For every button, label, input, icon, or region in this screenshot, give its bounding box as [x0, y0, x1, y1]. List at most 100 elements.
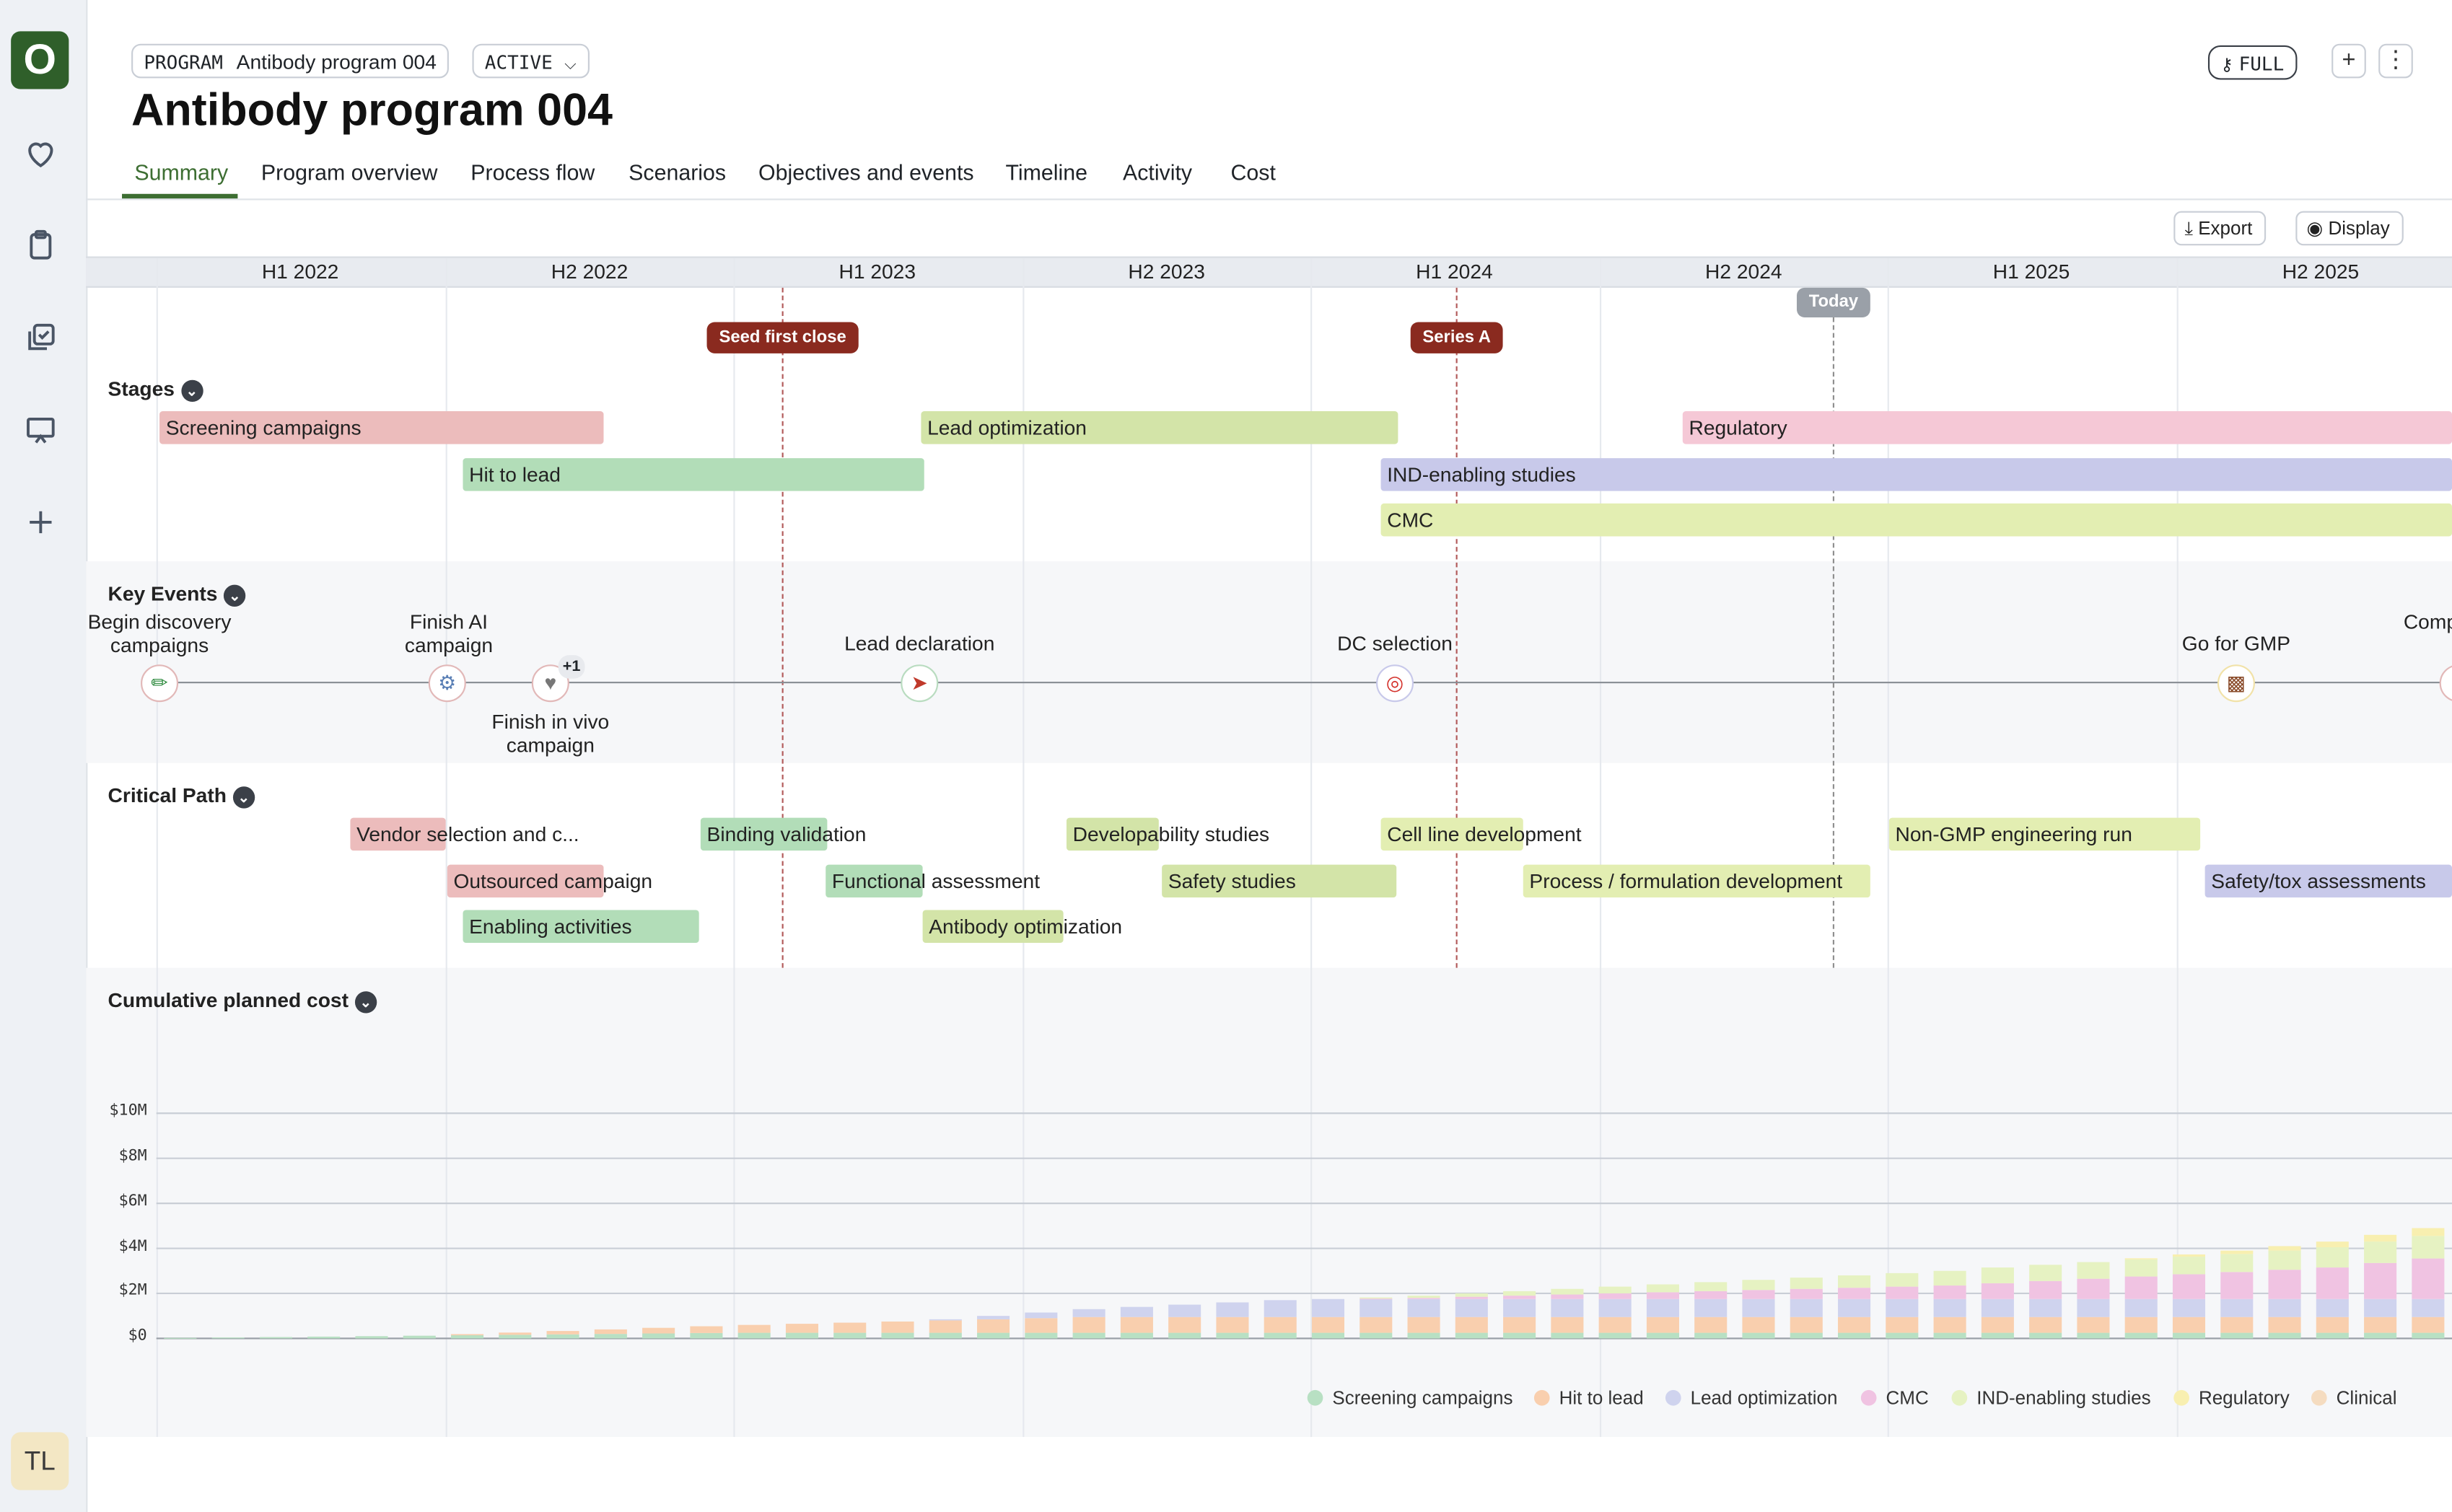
chevron-down-icon[interactable]: ⌄ [180, 379, 203, 402]
more-options-button[interactable]: ⋮ [2378, 43, 2413, 79]
cost-bar-segment[interactable] [1646, 1284, 1679, 1293]
stage-bar[interactable]: Hit to lead [463, 458, 924, 491]
cost-bar-segment[interactable] [1598, 1298, 1632, 1317]
cost-bar-segment[interactable] [690, 1326, 723, 1333]
cost-bar-segment[interactable] [929, 1320, 962, 1333]
cost-bar-segment[interactable] [1646, 1292, 1679, 1299]
legend-item[interactable]: Hit to lead [1533, 1387, 1644, 1409]
cost-bar-segment[interactable] [1838, 1332, 1871, 1339]
cost-bar-segment[interactable] [1503, 1298, 1536, 1317]
cost-bar-segment[interactable] [2172, 1298, 2206, 1317]
cost-bar-segment[interactable] [1598, 1332, 1632, 1339]
cost-bar-segment[interactable] [1694, 1282, 1728, 1291]
cost-bar-segment[interactable] [2268, 1298, 2301, 1317]
cost-bar-segment[interactable] [1742, 1280, 1775, 1291]
cost-bar-segment[interactable] [1646, 1332, 1679, 1339]
critical-path-task[interactable]: Non-GMP engineering run [1888, 817, 2201, 851]
cost-bar-segment[interactable] [1838, 1317, 1871, 1333]
cost-bar-segment[interactable] [1790, 1288, 1823, 1299]
rabbit-icon[interactable]: ♥ [531, 664, 569, 703]
cost-bar-segment[interactable] [1598, 1293, 1632, 1299]
cost-bar-segment[interactable] [1216, 1302, 1249, 1317]
cost-bar-segment[interactable] [1072, 1332, 1105, 1339]
cost-bar-segment[interactable] [1981, 1332, 2014, 1339]
cost-bar-segment[interactable] [2220, 1332, 2254, 1339]
cost-bar-segment[interactable] [1503, 1296, 1536, 1299]
cost-bar-segment[interactable] [1790, 1317, 1823, 1333]
display-button[interactable]: ◉ Display [2295, 211, 2404, 246]
cost-bar-segment[interactable] [1407, 1298, 1440, 1317]
cost-bar-segment[interactable] [2124, 1298, 2158, 1317]
legend-item[interactable]: Clinical [2311, 1387, 2396, 1409]
cost-bar-segment[interactable] [1933, 1270, 1966, 1286]
tab-cost[interactable]: Cost [1230, 159, 1276, 185]
more-events-badge[interactable]: +1 [558, 655, 585, 679]
cost-bar-segment[interactable] [1790, 1332, 1823, 1339]
tab-timeline[interactable]: Timeline [1005, 159, 1087, 185]
cost-bar-segment[interactable] [2364, 1298, 2397, 1317]
cost-bar-segment[interactable] [2220, 1317, 2254, 1333]
cost-bar-segment[interactable] [785, 1324, 819, 1333]
cost-bar-segment[interactable] [1886, 1298, 1919, 1317]
cost-bar-segment[interactable] [1981, 1283, 2014, 1299]
cost-bar-segment[interactable] [2268, 1317, 2301, 1333]
tab-process-flow[interactable]: Process flow [470, 159, 595, 185]
cost-bar-segment[interactable] [1359, 1317, 1393, 1333]
critical-path-task[interactable]: Enabling activities [463, 910, 699, 944]
cost-bar-segment[interactable] [2029, 1280, 2062, 1299]
cost-bar-segment[interactable] [1025, 1312, 1058, 1319]
cost-bar-segment[interactable] [1838, 1288, 1871, 1299]
cost-bar-segment[interactable] [785, 1332, 819, 1339]
cost-bar-segment[interactable] [2124, 1317, 2158, 1333]
cost-bar-segment[interactable] [1264, 1317, 1297, 1333]
cost-bar-segment[interactable] [642, 1327, 675, 1334]
cost-bar-segment[interactable] [642, 1333, 675, 1339]
cost-bar-segment[interactable] [1120, 1332, 1153, 1339]
cost-bar-segment[interactable] [1407, 1317, 1440, 1333]
cost-bar-segment[interactable] [1359, 1332, 1393, 1339]
cost-bar-segment[interactable] [1072, 1317, 1105, 1333]
cost-bar-segment[interactable] [1311, 1317, 1345, 1333]
cost-bar-segment[interactable] [1886, 1332, 1919, 1339]
cost-bar-segment[interactable] [1551, 1317, 1584, 1333]
cost-bar-segment[interactable] [1551, 1298, 1584, 1317]
cost-section-header[interactable]: Cumulative planned cost ⌄ [108, 988, 377, 1013]
critical-path-task[interactable]: Safety studies [1162, 864, 1397, 898]
cost-bar-segment[interactable] [1694, 1291, 1728, 1299]
tab-summary[interactable]: Summary [134, 159, 229, 185]
cost-bar-segment[interactable] [2268, 1250, 2301, 1270]
cost-bar-segment[interactable] [1981, 1267, 2014, 1283]
factory-icon[interactable]: ▩ [2217, 664, 2255, 703]
cost-bar-segment[interactable] [2412, 1228, 2445, 1236]
cost-bar-segment[interactable] [1742, 1298, 1775, 1317]
status-dropdown[interactable]: ACTIVE ⌵ [472, 43, 590, 79]
cost-bar-segment[interactable] [1455, 1293, 1488, 1297]
cost-bar-segment[interactable] [2364, 1332, 2397, 1339]
cost-bar-segment[interactable] [1455, 1296, 1488, 1299]
cost-bar-segment[interactable] [2077, 1262, 2110, 1279]
stage-bar[interactable]: Lead optimization [921, 411, 1398, 444]
cost-bar-segment[interactable] [1407, 1296, 1440, 1298]
cost-bar-segment[interactable] [1551, 1332, 1584, 1339]
cost-bar-segment[interactable] [450, 1334, 484, 1336]
stage-bar[interactable]: CMC [1380, 503, 2452, 537]
cost-bar-segment[interactable] [1694, 1317, 1728, 1333]
cost-bar-segment[interactable] [1981, 1317, 2014, 1333]
cost-bar-segment[interactable] [1981, 1298, 2014, 1317]
cost-bar-segment[interactable] [1216, 1332, 1249, 1339]
cost-bar-segment[interactable] [1551, 1288, 1584, 1295]
cost-bar-segment[interactable] [1311, 1332, 1345, 1339]
target-icon[interactable]: ◎ [1376, 664, 1414, 703]
legend-item[interactable]: IND-enabling studies [1951, 1387, 2151, 1409]
cost-bar-segment[interactable] [1359, 1298, 1393, 1300]
cost-bar-segment[interactable] [1598, 1317, 1632, 1333]
cost-bar-segment[interactable] [2172, 1274, 2206, 1299]
cost-bar-segment[interactable] [2220, 1250, 2254, 1254]
cost-bar-segment[interactable] [833, 1322, 867, 1333]
presentation-icon[interactable] [22, 411, 59, 449]
cost-bar-segment[interactable] [1838, 1275, 1871, 1288]
heart-icon[interactable] [22, 134, 59, 172]
cost-bar-segment[interactable] [2364, 1234, 2397, 1242]
cost-bar-segment[interactable] [2364, 1317, 2397, 1333]
cost-bar-segment[interactable] [1407, 1298, 1440, 1299]
